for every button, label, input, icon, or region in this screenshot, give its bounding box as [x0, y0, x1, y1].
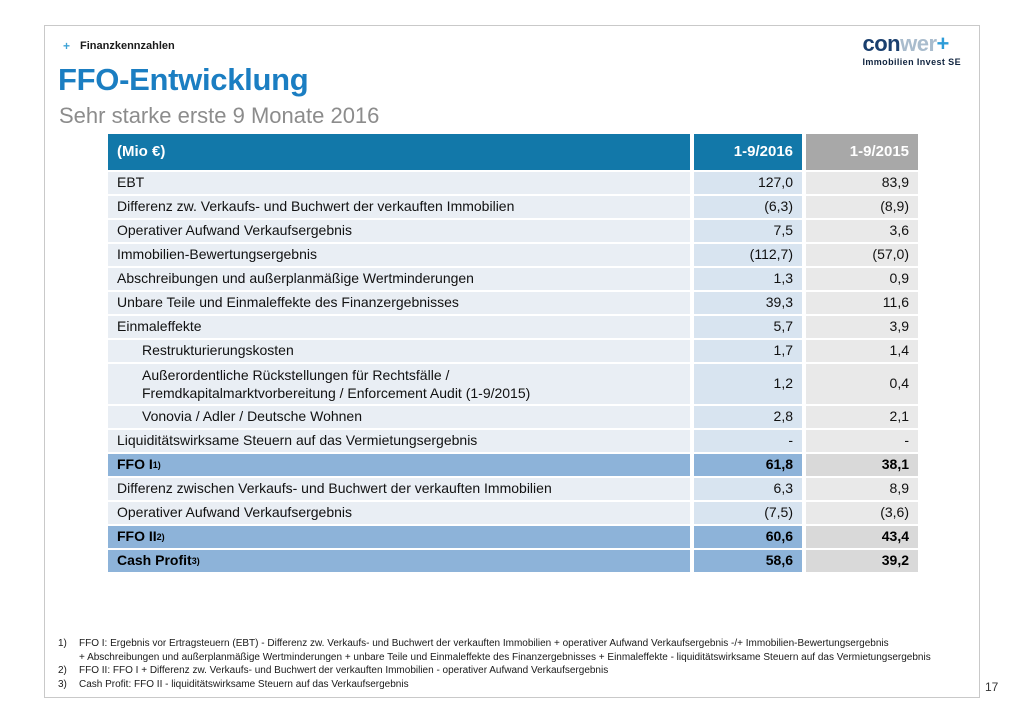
value-2015: 0,9 — [806, 268, 918, 290]
row-label: Immobilien-Bewertungsergebnis — [108, 244, 690, 266]
footnote-text: FFO II: FFO I + Differenz zw. Verkaufs- … — [79, 665, 609, 676]
footnote-number: 3) — [58, 678, 67, 690]
value-2016: 58,6 — [694, 550, 802, 572]
value-2015: 0,4 — [806, 364, 918, 404]
table-row: Liquiditätswirksame Steuern auf das Verm… — [108, 430, 918, 452]
value-2015: (3,6) — [806, 502, 918, 524]
row-label: Operativer Aufwand Verkaufsergebnis — [108, 220, 690, 242]
value-2015: 3,9 — [806, 316, 918, 338]
value-2016: (112,7) — [694, 244, 802, 266]
value-2015: 3,6 — [806, 220, 918, 242]
value-2016: 1,2 — [694, 364, 802, 404]
value-2016: 39,3 — [694, 292, 802, 314]
footnote-text: FFO I: Ergebnis vor Ertragsteuern (EBT) … — [79, 638, 931, 663]
section-label: Finanzkennzahlen — [80, 40, 175, 52]
value-2015: 83,9 — [806, 172, 918, 194]
value-2016: 60,6 — [694, 526, 802, 548]
table-body: EBT 127,0 83,9 Differenz zw. Verkaufs- und … — [108, 172, 918, 572]
value-2016: 1,7 — [694, 340, 802, 362]
row-label: EBT — [108, 172, 690, 194]
row-label: Cash Profit 3) — [108, 550, 690, 572]
table-row: FFO I 1) 61,8 38,1 — [108, 454, 918, 476]
row-label: Differenz zwischen Verkaufs- und Buchwer… — [108, 478, 690, 500]
value-2015: 38,1 — [806, 454, 918, 476]
footnotes: 1) FFO I: Ergebnis vor Ertragsteuern (EBT… — [58, 637, 966, 691]
value-2015: (57,0) — [806, 244, 918, 266]
footnote: 2) FFO II: FFO I + Differenz zw. Verkaufs… — [58, 664, 966, 678]
row-label: Außerordentliche Rückstellungen für Rech… — [108, 364, 690, 404]
value-2015: 43,4 — [806, 526, 918, 548]
table-row: Abschreibungen und außerplanmäßige Wertm… — [108, 268, 918, 290]
table-row: Restrukturierungskosten 1,7 1,4 — [108, 340, 918, 362]
value-2015: 1,4 — [806, 340, 918, 362]
logo-wordmark: conwer+ — [862, 33, 961, 55]
value-2016: 7,5 — [694, 220, 802, 242]
value-2016: 127,0 — [694, 172, 802, 194]
table-row: Operativer Aufwand Verkaufsergebnis 7,5 3,… — [108, 220, 918, 242]
value-2016: 5,7 — [694, 316, 802, 338]
logo-subtitle: Immobilien Invest SE — [862, 57, 961, 67]
value-2015: 11,6 — [806, 292, 918, 314]
table-header-row: (Mio €) 1-9/2016 1-9/2015 — [108, 134, 918, 170]
value-2016: (7,5) — [694, 502, 802, 524]
value-2016: 1,3 — [694, 268, 802, 290]
breadcrumb: + Finanzkennzahlen — [63, 39, 175, 53]
row-label: Vonovia / Adler / Deutsche Wohnen — [108, 406, 690, 428]
row-label: FFO II 2) — [108, 526, 690, 548]
column-header-2015: 1-9/2015 — [806, 134, 918, 170]
value-2015: 8,9 — [806, 478, 918, 500]
row-label: Restrukturierungskosten — [108, 340, 690, 362]
value-2016: 2,8 — [694, 406, 802, 428]
ffo-table: (Mio €) 1-9/2016 1-9/2015 EBT 127,0 83,9 Di… — [108, 134, 918, 574]
row-label: Einmaleffekte — [108, 316, 690, 338]
slide: + Finanzkennzahlen conwer+ Immobilien In… — [44, 25, 980, 698]
value-2015: 39,2 — [806, 550, 918, 572]
footnote-number: 1) — [58, 638, 67, 649]
conwert-logo: conwer+ Immobilien Invest SE — [862, 33, 961, 68]
footnote-number: 2) — [58, 665, 67, 676]
column-header-2016: 1-9/2016 — [694, 134, 802, 170]
page-subtitle: Sehr starke erste 9 Monate 2016 — [59, 103, 380, 128]
column-header-mio-eur: (Mio €) — [108, 134, 690, 170]
logo-text-con: con — [862, 31, 901, 56]
footnote: 1) FFO I: Ergebnis vor Ertragsteuern (EBT… — [58, 637, 966, 664]
value-2015: (8,9) — [806, 196, 918, 218]
row-label: Unbare Teile und Einmaleffekte des Finan… — [108, 292, 690, 314]
value-2016: (6,3) — [694, 196, 802, 218]
table-row: Unbare Teile und Einmaleffekte des Finan… — [108, 292, 918, 314]
table-row: Außerordentliche Rückstellungen für Rech… — [108, 364, 918, 404]
page-title: FFO-Entwicklung — [58, 62, 309, 97]
value-2016: 6,3 — [694, 478, 802, 500]
row-label: FFO I 1) — [108, 454, 690, 476]
logo-plus-icon: + — [936, 31, 950, 56]
table-row: Cash Profit 3) 58,6 39,2 — [108, 550, 918, 572]
value-2015: 2,1 — [806, 406, 918, 428]
row-label: Differenz zw. Verkaufs- und Buchwert der… — [108, 196, 690, 218]
table-row: Operativer Aufwand Verkaufsergebnis (7,5)… — [108, 502, 918, 524]
table-row: Vonovia / Adler / Deutsche Wohnen 2,8 2,1 — [108, 406, 918, 428]
table-row: Immobilien-Bewertungsergebnis (112,7) (57,… — [108, 244, 918, 266]
logo-text-wer: wer — [900, 31, 937, 56]
table-row: EBT 127,0 83,9 — [108, 172, 918, 194]
row-label: Operativer Aufwand Verkaufsergebnis — [108, 502, 690, 524]
table-row: Differenz zw. Verkaufs- und Buchwert der… — [108, 196, 918, 218]
value-2015: - — [806, 430, 918, 452]
footnote-text: Cash Profit: FFO II - liquiditätswirksam… — [79, 678, 409, 690]
row-label: Liquiditätswirksame Steuern auf das Verm… — [108, 430, 690, 452]
value-2016: - — [694, 430, 802, 452]
table-row: Einmaleffekte 5,7 3,9 — [108, 316, 918, 338]
plus-bullet-icon: + — [63, 39, 71, 53]
page-number: 17 — [985, 680, 999, 694]
footnote: 3) Cash Profit: FFO II - liquiditätswirks… — [58, 678, 966, 692]
value-2016: 61,8 — [694, 454, 802, 476]
row-label: Abschreibungen und außerplanmäßige Wertm… — [108, 268, 690, 290]
table-row: FFO II 2) 60,6 43,4 — [108, 526, 918, 548]
table-row: Differenz zwischen Verkaufs- und Buchwer… — [108, 478, 918, 500]
